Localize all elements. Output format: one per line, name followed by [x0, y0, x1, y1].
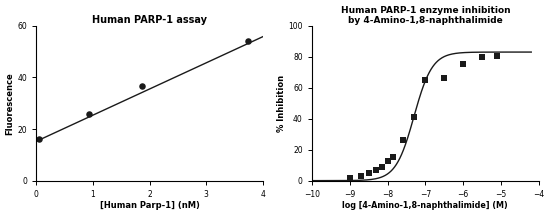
Point — [478, 55, 487, 59]
Point — [389, 156, 398, 159]
Point — [35, 138, 43, 141]
Point — [356, 174, 365, 178]
X-axis label: log [4-Amino-1,8-naphthalimide] (M): log [4-Amino-1,8-naphthalimide] (M) — [343, 202, 508, 210]
Point — [440, 77, 449, 80]
Point — [364, 171, 373, 175]
Point — [372, 168, 381, 172]
Point — [138, 85, 147, 88]
Title: Human PARP-1 enzyme inhibition
by 4-Amino-1,8-naphthalimide: Human PARP-1 enzyme inhibition by 4-Amin… — [340, 6, 510, 25]
Point — [398, 139, 407, 142]
X-axis label: [Human Parp-1] (nM): [Human Parp-1] (nM) — [100, 202, 200, 210]
Point — [383, 159, 392, 162]
Point — [421, 78, 430, 82]
Y-axis label: Fluorescence: Fluorescence — [6, 72, 14, 135]
Title: Human PARP-1 assay: Human PARP-1 assay — [92, 15, 207, 25]
Y-axis label: % Inhibition: % Inhibition — [277, 75, 285, 132]
Point — [345, 177, 354, 180]
Point — [377, 165, 386, 168]
Point — [459, 63, 468, 66]
Point — [493, 54, 502, 58]
Point — [85, 112, 94, 115]
Point — [243, 40, 252, 43]
Point — [410, 115, 419, 119]
